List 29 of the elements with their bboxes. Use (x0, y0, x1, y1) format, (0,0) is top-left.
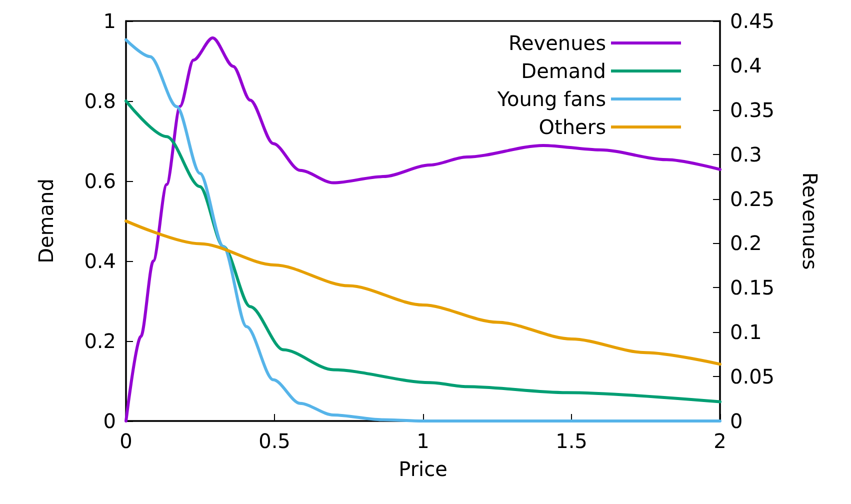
x-tick-label: 1 (416, 429, 430, 453)
y2-tick-label: 0.35 (730, 98, 775, 122)
y2-tick-label: 0.1 (730, 320, 762, 344)
legend-label: Demand (521, 59, 606, 83)
y-axis-title: Demand (34, 178, 58, 264)
x-axis-title: Price (398, 457, 448, 481)
y2-tick-label: 0.2 (730, 231, 762, 256)
y-tick-label: 0.2 (84, 329, 116, 353)
y2-tick-label: 0.3 (730, 142, 762, 166)
legend-label: Young fans (496, 87, 606, 111)
y2-tick-label: 0 (730, 409, 743, 433)
y-tick-label: 0 (103, 409, 116, 433)
legend-label: Revenues (508, 31, 606, 55)
x-tick-label: 1.5 (556, 429, 588, 453)
y-tick-label: 0.4 (84, 249, 116, 273)
y-tick-label: 0.6 (84, 169, 116, 193)
x-tick-label: 2 (714, 429, 726, 453)
x-tick-label: 0 (120, 429, 132, 453)
y2-tick-label: 0.15 (730, 276, 775, 300)
y-tick-label: 0.8 (84, 89, 116, 113)
line-series (124, 220, 722, 366)
legend-label: Others (538, 115, 606, 139)
y2-tick-label: 0.45 (730, 9, 775, 33)
y2-tick-label: 0.25 (730, 186, 775, 211)
y2-tick-label: 0.4 (730, 53, 762, 78)
y-tick-label: 1 (103, 9, 116, 33)
y2-axis-title: Revenues (798, 172, 822, 270)
x-tick-label: 0.5 (258, 429, 290, 453)
y2-tick-label: 0.05 (730, 364, 775, 389)
